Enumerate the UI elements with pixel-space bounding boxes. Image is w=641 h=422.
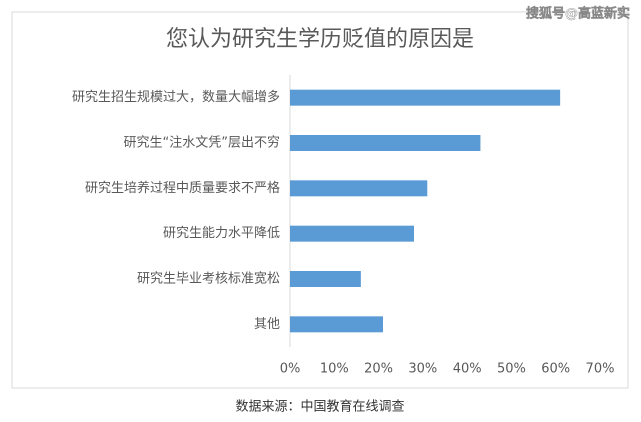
source-note: 数据来源：中国教育在线调查 xyxy=(235,399,404,415)
y-tick-label: 研究生毕业考核标准宽松 xyxy=(137,271,280,287)
x-tick-label: 60% xyxy=(541,362,570,377)
watermark: 搜狐号@高蓝新实 xyxy=(526,6,630,22)
bar xyxy=(290,180,428,197)
x-tick-label: 40% xyxy=(453,362,482,377)
bar xyxy=(290,135,481,151)
y-tick-label: 研究生“注水文凭”层出不穷 xyxy=(124,135,280,151)
x-tick-label: 20% xyxy=(364,362,393,377)
bar xyxy=(290,89,561,106)
x-tick-label: 10% xyxy=(320,362,349,377)
y-tick-label: 研究生能力水平降低 xyxy=(163,226,280,241)
x-tick-label: 0% xyxy=(280,362,301,377)
bar xyxy=(290,316,383,333)
chart-title: 您认为研究生学历贬值的原因是 xyxy=(166,27,474,52)
x-tick-label: 30% xyxy=(408,362,437,377)
x-tick-label: 50% xyxy=(497,362,526,377)
x-tick-label: 70% xyxy=(586,362,615,377)
bar xyxy=(290,271,361,287)
y-tick-label: 研究生培养过程中质量要求不严格 xyxy=(85,180,280,196)
bar xyxy=(290,225,414,242)
y-tick-label: 研究生招生规模过大，数量大幅增多 xyxy=(72,89,280,105)
y-tick-label: 其他 xyxy=(254,317,280,332)
